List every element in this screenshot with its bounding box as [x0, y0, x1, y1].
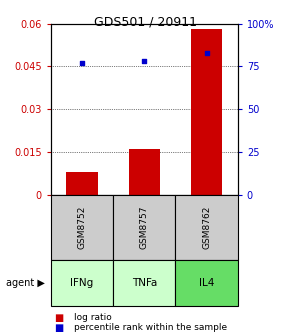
Text: GSM8762: GSM8762	[202, 206, 211, 249]
Text: IL4: IL4	[199, 278, 214, 288]
Point	[142, 58, 146, 64]
Text: GSM8757: GSM8757	[140, 206, 149, 249]
Text: percentile rank within the sample: percentile rank within the sample	[74, 323, 227, 332]
Bar	[129, 149, 160, 195]
Text: GDS501 / 20911: GDS501 / 20911	[93, 15, 197, 28]
Text: ■: ■	[54, 312, 63, 323]
Bar	[191, 29, 222, 195]
Point	[79, 60, 84, 66]
Bar	[66, 172, 97, 195]
Text: IFNg: IFNg	[70, 278, 94, 288]
Text: ■: ■	[54, 323, 63, 333]
Point	[204, 50, 209, 55]
Text: TNFa: TNFa	[132, 278, 157, 288]
Text: GSM8752: GSM8752	[77, 206, 86, 249]
Text: agent ▶: agent ▶	[6, 278, 45, 288]
Text: log ratio: log ratio	[74, 313, 112, 322]
